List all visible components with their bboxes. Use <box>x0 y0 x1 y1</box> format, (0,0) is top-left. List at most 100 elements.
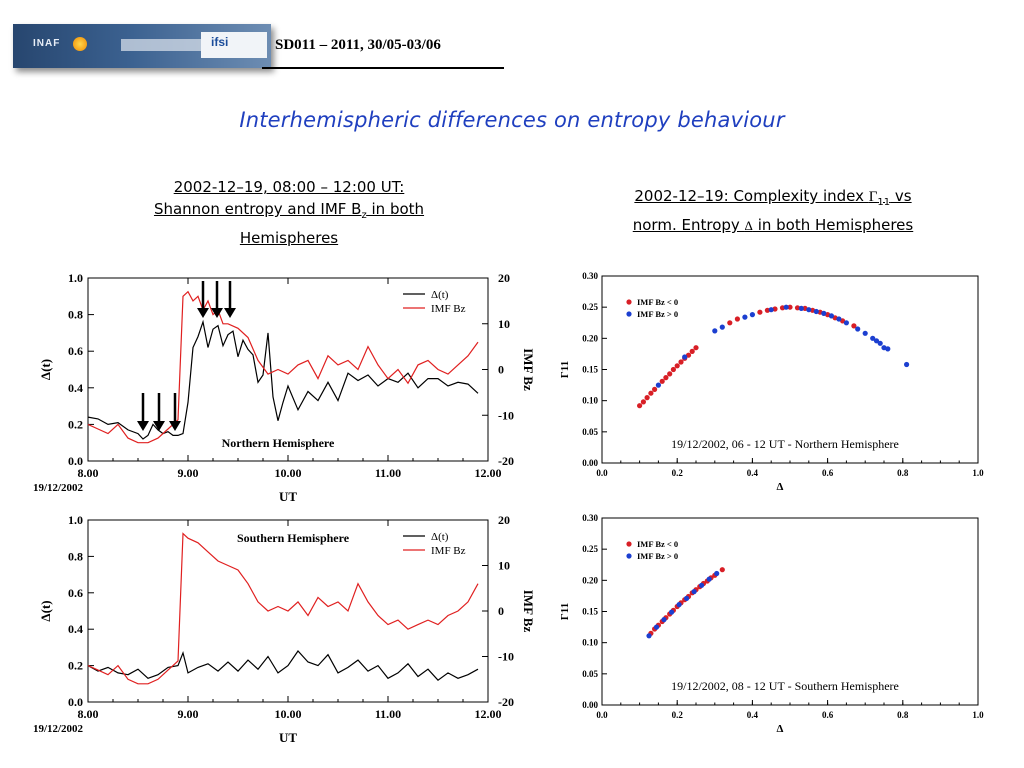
chart3-point-bz-pos <box>691 589 697 595</box>
chart3-xtick-label: 0.4 <box>747 710 759 720</box>
chart0-y2tick-label: -10 <box>498 408 514 422</box>
chart2-y2tick-label: -20 <box>498 695 514 709</box>
chart1-point-bz-pos <box>821 310 827 316</box>
chart2-ytick-label: 0.8 <box>68 549 83 563</box>
chart1-point-bz-neg <box>851 323 857 329</box>
chart1-point-bz-pos <box>873 338 880 344</box>
chart1-point-bz-neg <box>652 386 658 392</box>
chart1-xlabel: Δ <box>777 481 784 493</box>
chart3-point-bz-neg <box>719 567 725 573</box>
chart1-point-bz-pos <box>877 340 883 346</box>
chart0-date-label: 19/12/2002 <box>33 482 84 494</box>
southern-timeseries-chart: 8.00 9.00 10.00 11.00 12.00 0.0 0.2 0.4 0.6 0.8 1.… <box>33 513 536 745</box>
chart3-ytick-label: 0.05 <box>582 669 598 679</box>
chart1-point-bz-pos <box>806 307 812 313</box>
chart3-point-bz-pos <box>646 633 652 639</box>
chart2-ytick-label: 0.2 <box>68 659 83 673</box>
event-arrow-head <box>224 308 236 318</box>
chart1-point-bz-neg <box>663 375 669 381</box>
left-subtitle-line1: 2002-12–19, 08:00 – 12:00 UT: <box>173 178 405 196</box>
chart1-point-bz-neg <box>674 363 680 369</box>
chart1-point-bz-neg <box>670 366 677 373</box>
chart3-caption: 19/12/2002, 08 - 12 UT - Southern Hemisp… <box>671 679 899 693</box>
chart0-xtick-label: 12.00 <box>475 466 502 480</box>
chart1-ytick-label: 0.25 <box>582 302 598 312</box>
chart3-xtick-label: 0.0 <box>596 710 608 720</box>
logo-band <box>121 39 201 51</box>
chart1-legend-label: IMF Bz < 0 <box>637 297 678 307</box>
chart1-point-bz-pos <box>749 312 756 318</box>
chart1-ytick-label: 0.20 <box>582 333 598 343</box>
chart0-y2label: IMF Bz <box>521 348 536 391</box>
chart0-y2tick-label: 0 <box>498 363 504 377</box>
chart1-point-bz-neg <box>689 348 695 354</box>
chart2-ytick-label: 0.6 <box>68 586 83 600</box>
event-arrow-head <box>153 421 165 431</box>
chart3-ytick-label: 0.30 <box>582 513 598 523</box>
chart3-point-bz-pos <box>653 624 660 630</box>
chart2-series-imf-bz <box>87 532 479 685</box>
chart1-ytick-label: 0.10 <box>582 396 598 406</box>
chart1-ytick-label: 0.30 <box>582 271 598 281</box>
left-subtitle-line2: Shannon entropy and IMF Bz in both <box>108 198 470 227</box>
delta-symbol: Δ <box>744 218 753 233</box>
chart1-point-bz-neg <box>734 316 741 322</box>
chart1-point-bz-pos <box>742 314 748 320</box>
chart2-y2tick-label: 0 <box>498 604 504 618</box>
chart2-xtick-label: 11.00 <box>375 707 401 721</box>
event-arrow-head <box>197 308 209 318</box>
chart1-ytick-label: 0.05 <box>582 427 598 437</box>
chart0-y2tick-label: -20 <box>498 454 514 468</box>
chart2-date-label: 19/12/2002 <box>33 723 84 735</box>
chart1-xtick-label: 0.6 <box>822 468 834 478</box>
chart0-ytick-label: 0.6 <box>68 344 83 358</box>
chart1-point-bz-pos <box>813 308 819 315</box>
chart2-hemisphere-label: Southern Hemisphere <box>237 531 350 545</box>
institute-logo-banner: INAF ifsi <box>13 24 271 68</box>
chart3-xtick-label: 0.8 <box>897 710 909 720</box>
chart2-legend-label: Δ(t) <box>431 531 449 543</box>
left-subtitle-line2-text: Shannon entropy and IMF B <box>153 200 362 218</box>
chart1-point-bz-pos <box>836 316 842 322</box>
chart0-hemisphere-label: Northern Hemisphere <box>222 436 335 450</box>
session-code: SD011 – 2011, 30/05-03/06 <box>275 37 441 53</box>
chart2-xtick-label: 9.00 <box>178 707 199 721</box>
chart3-ytick-label: 0.00 <box>582 700 598 710</box>
chart1-legend-marker <box>626 311 632 317</box>
chart0-y2tick-label: 20 <box>498 271 510 285</box>
chart1-point-bz-neg <box>644 395 650 401</box>
chart1-point-bz-pos <box>828 313 835 319</box>
chart2-ytick-label: 0.0 <box>68 695 83 709</box>
chart2-xlabel: UT <box>279 730 297 745</box>
chart3-xtick-label: 0.2 <box>672 710 684 720</box>
chart1-point-bz-pos <box>843 320 850 326</box>
right-subtitle-line1-text: 2002-12–19: Complexity index <box>634 187 869 205</box>
chart1-point-bz-neg <box>640 399 647 405</box>
chart3-legend-label: IMF Bz < 0 <box>637 539 678 549</box>
chart0-series-imf-bz <box>87 290 479 444</box>
chart2-y2label: IMF Bz <box>521 590 536 633</box>
chart1-xtick-label: 0.2 <box>672 468 684 478</box>
chart1-point-bz-pos <box>862 330 868 336</box>
session-code-underline <box>262 67 504 69</box>
chart3-point-bz-pos <box>669 609 675 615</box>
chart1-xtick-label: 1.0 <box>972 468 984 478</box>
chart0-ytick-label: 0.2 <box>68 417 83 431</box>
chart2-ytick-label: 1.0 <box>68 513 83 527</box>
right-subtitle-line1-post: vs <box>890 187 912 205</box>
chart2-xtick-label: 12.00 <box>475 707 502 721</box>
chart0-ylabel: Δ(t) <box>38 359 53 380</box>
chart3-ytick-label: 0.15 <box>582 607 598 617</box>
gamma-symbol: Γ <box>868 189 878 205</box>
chart2-legend-label: IMF Bz <box>431 545 466 557</box>
chart0-ytick-label: 0.8 <box>68 308 83 322</box>
chart1-point-bz-neg <box>678 359 684 365</box>
chart2-y2tick-label: 10 <box>498 559 510 573</box>
chart0-legend-label: Δ(t) <box>431 289 449 301</box>
chart1-xtick-label: 0.8 <box>897 468 909 478</box>
chart1-point-bz-neg <box>757 309 763 315</box>
chart0-xtick-label: 9.00 <box>178 466 199 480</box>
ifsi-logo-box <box>201 32 267 58</box>
chart2-y2tick-label: 20 <box>498 513 510 527</box>
chart1-point-bz-pos <box>798 305 804 311</box>
